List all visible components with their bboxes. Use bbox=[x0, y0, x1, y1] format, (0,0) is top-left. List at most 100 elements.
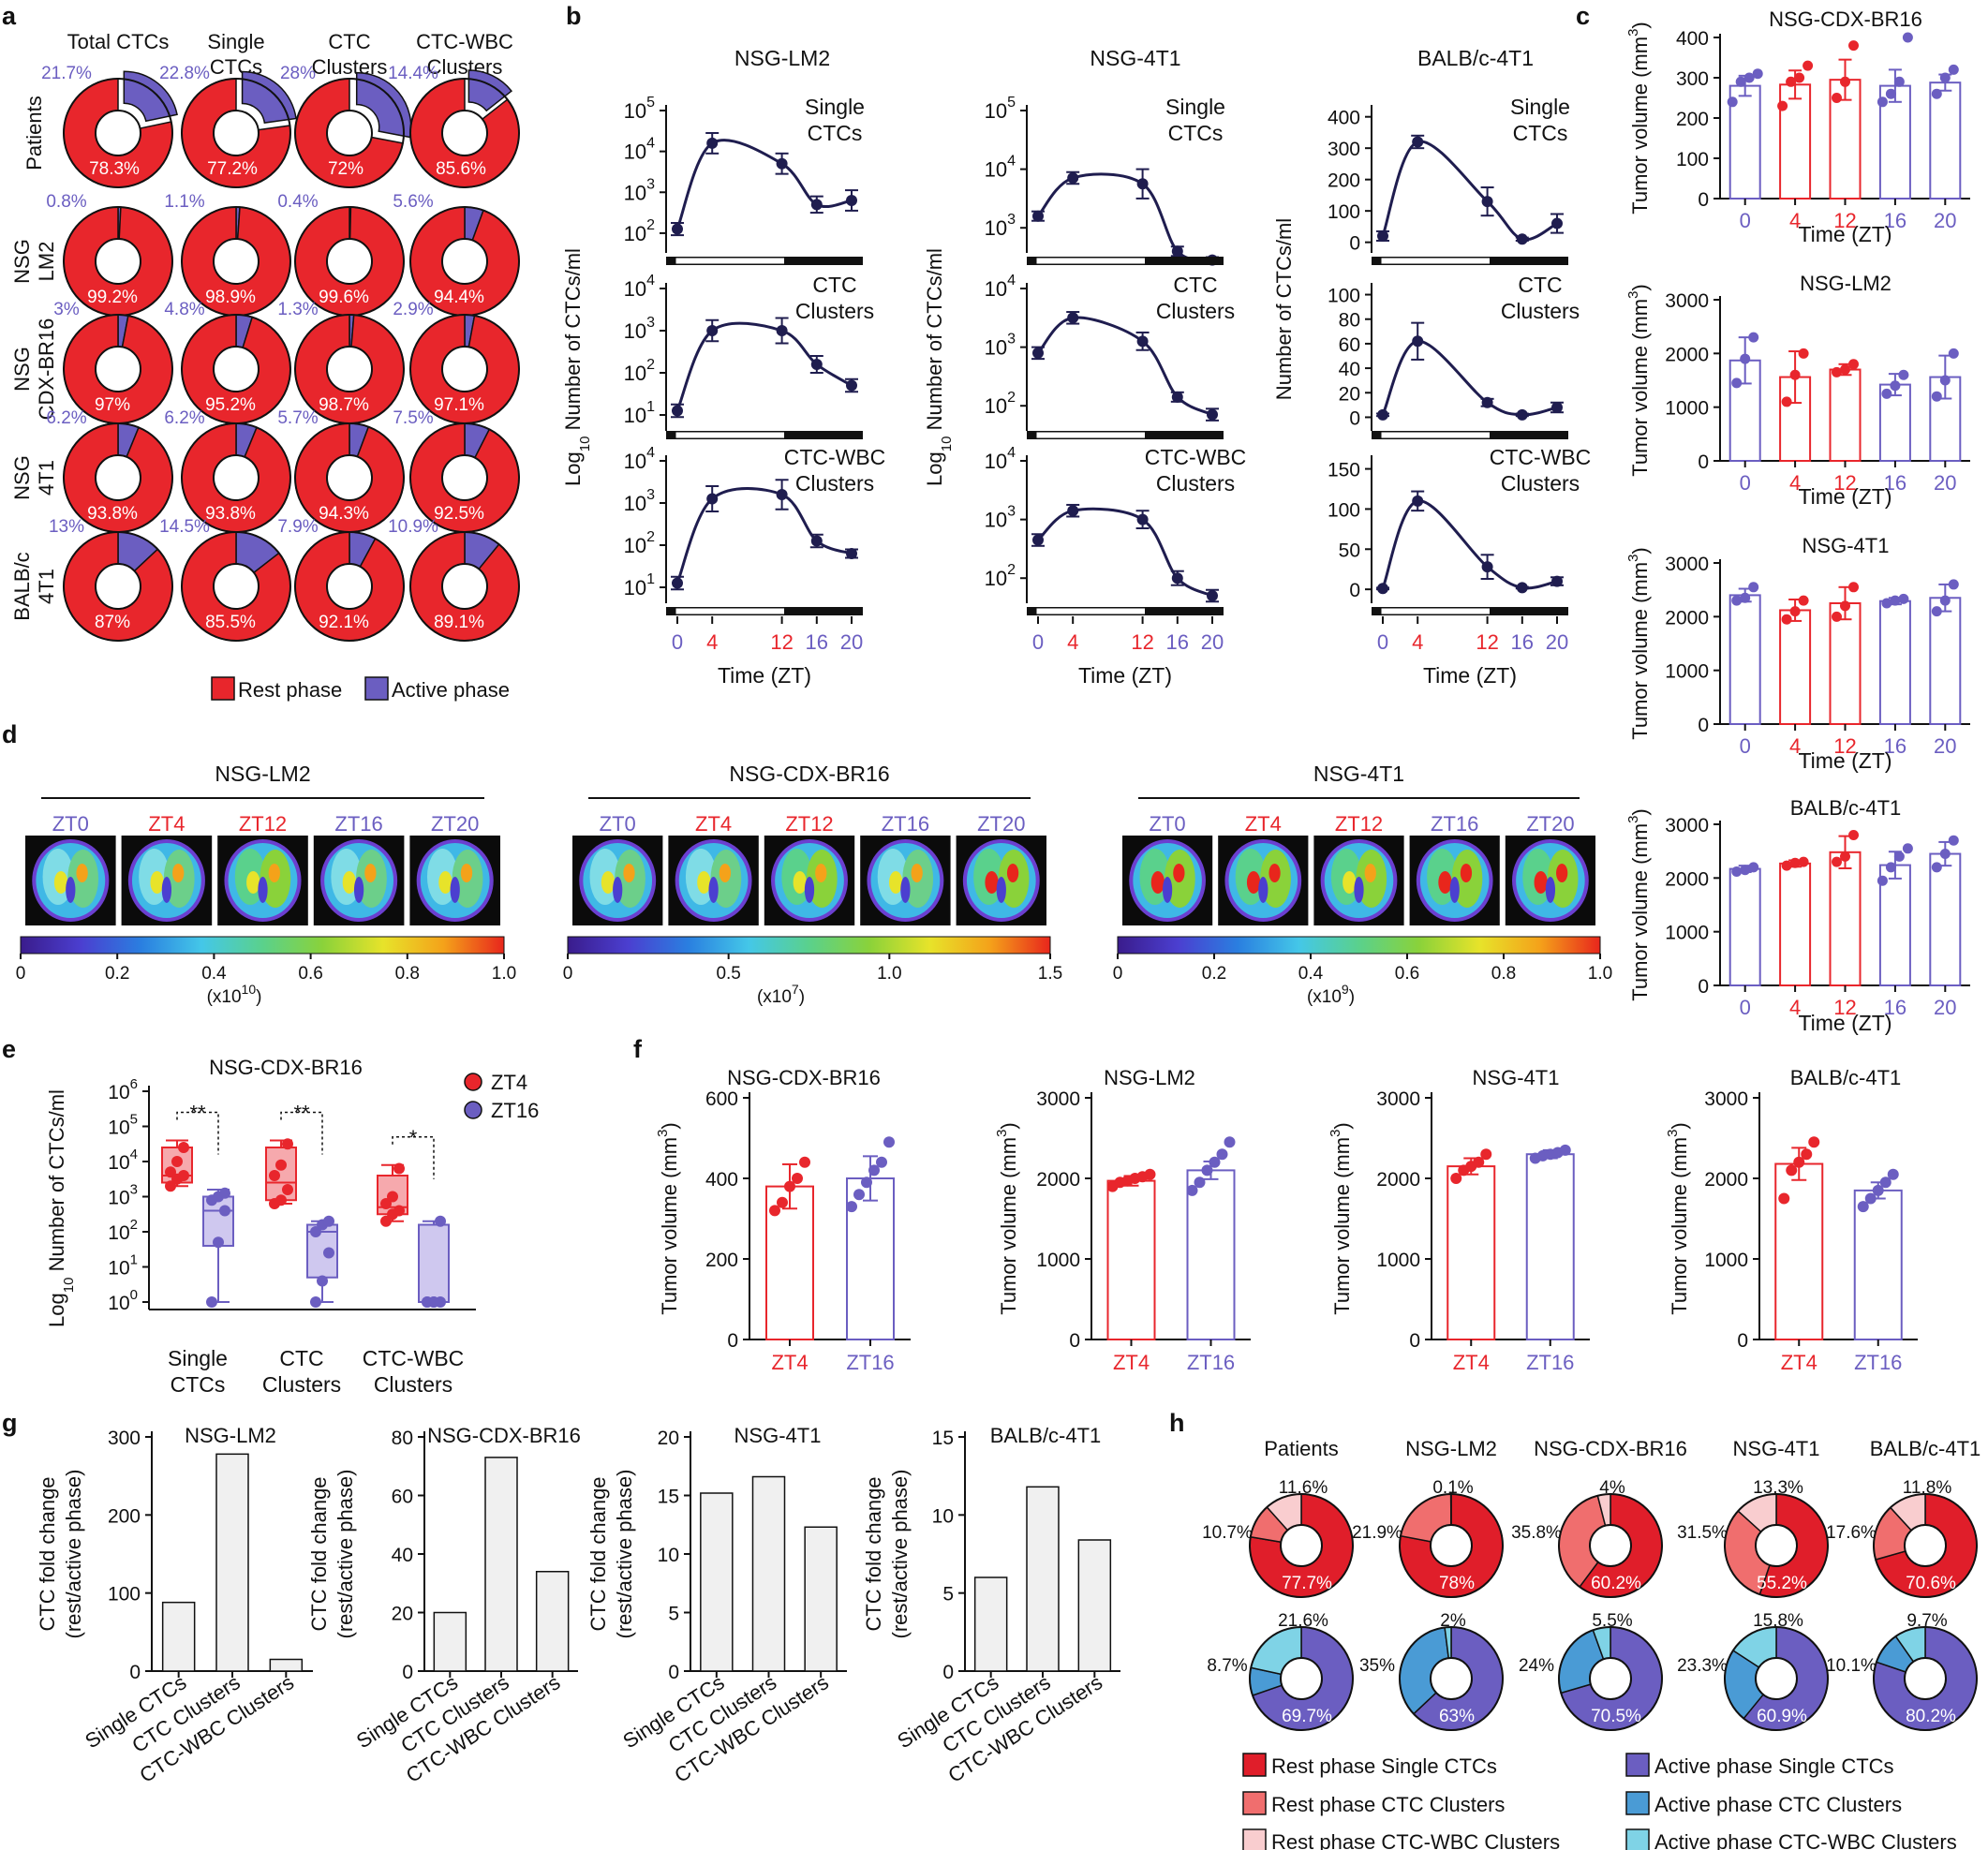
y-tick-label: 20 bbox=[1339, 383, 1360, 405]
data-point bbox=[846, 1201, 857, 1213]
x-tick-label: 16 bbox=[1884, 471, 1906, 495]
heatmap-tile bbox=[1409, 836, 1500, 925]
tick-exp: 1 bbox=[646, 571, 655, 587]
y-tick-label: 1000 bbox=[1665, 661, 1709, 683]
y-tick-label: 101 bbox=[624, 571, 655, 599]
data-point bbox=[1067, 312, 1079, 324]
tick-base: 10 bbox=[624, 319, 646, 343]
x-tick-label: ZT16 bbox=[846, 1351, 894, 1374]
data-point bbox=[219, 1187, 230, 1199]
data-point bbox=[1848, 40, 1859, 52]
column-title: NSG-4T1 bbox=[1090, 46, 1180, 70]
x-tick-label: 12 bbox=[1833, 734, 1856, 758]
data-point bbox=[1939, 849, 1951, 860]
y-tick-label: 60 bbox=[1339, 334, 1360, 356]
data-point bbox=[861, 1177, 872, 1189]
data-point bbox=[1939, 72, 1951, 83]
light-dark-bar bbox=[666, 431, 863, 439]
colorbar-tick-label: 0.4 bbox=[1298, 964, 1324, 984]
active-percent: 3% bbox=[53, 300, 80, 319]
data-point bbox=[1832, 366, 1842, 377]
bar bbox=[1929, 81, 1962, 200]
axis-title: Tumor volume (mm3) bbox=[1625, 808, 1652, 1001]
data-point bbox=[1890, 380, 1901, 392]
axis-title-part: Tumor volume (mm bbox=[997, 1137, 1020, 1315]
chart-title: BALB/c-4T1 bbox=[990, 1424, 1102, 1447]
data-point bbox=[1481, 561, 1493, 573]
data-point bbox=[1777, 100, 1788, 111]
rest-percent: 72% bbox=[328, 159, 363, 179]
zt-label: ZT16 bbox=[882, 812, 929, 836]
tick-exp: 3 bbox=[1007, 212, 1016, 228]
active-percent: 14.4% bbox=[388, 64, 438, 83]
rest-percent: 92.1% bbox=[319, 613, 369, 632]
x-axis-title: Time (ZT) bbox=[1798, 1011, 1892, 1035]
bar bbox=[1929, 597, 1962, 725]
x-tick-label: Clusters bbox=[262, 1372, 341, 1397]
data-point bbox=[1194, 1177, 1206, 1189]
x-tick-label: 4 bbox=[1789, 996, 1801, 1019]
x-axis-title: Time (ZT) bbox=[1078, 663, 1172, 688]
series-label: Clusters bbox=[1156, 299, 1235, 323]
wbc-percent: 2% bbox=[1440, 1611, 1466, 1631]
axis-title: Number of CTCs/ml bbox=[1272, 218, 1296, 400]
data-point bbox=[1731, 377, 1743, 389]
active-percent: 0.4% bbox=[277, 192, 318, 212]
data-point bbox=[310, 1226, 321, 1237]
active-percent: 22.8% bbox=[159, 64, 210, 83]
axis-title-part: Log bbox=[923, 451, 946, 486]
active-donut: 63% 35% 2% bbox=[1359, 1611, 1504, 1731]
x-tick-label: 4 bbox=[1789, 734, 1801, 758]
x-axis-title: Time (ZT) bbox=[1798, 748, 1892, 773]
y-tick-label: 5 bbox=[942, 1584, 954, 1606]
donut-chart: 92.5% 7.5% bbox=[393, 408, 520, 533]
series-label: CTC-WBC bbox=[1490, 445, 1592, 469]
hot-spot bbox=[815, 864, 827, 882]
chart-title: NSG-CDX-BR16 bbox=[727, 1066, 881, 1089]
data-point bbox=[1377, 408, 1388, 421]
wbc-percent: 21.6% bbox=[1278, 1611, 1328, 1631]
single-percent: 63% bbox=[1439, 1707, 1475, 1726]
y-tick-label: 105 bbox=[624, 95, 655, 123]
donut-hole bbox=[95, 454, 141, 501]
heatmap-tile bbox=[1313, 836, 1404, 925]
tick-exp: 5 bbox=[1007, 95, 1016, 111]
y-tick-label: 103 bbox=[985, 332, 1016, 360]
donut-chart: 95.2% 4.8% bbox=[164, 300, 291, 424]
data-point bbox=[1727, 96, 1738, 108]
axis-title: (rest/active phase) bbox=[888, 1470, 912, 1639]
donut-hole bbox=[326, 563, 373, 610]
data-point bbox=[393, 1162, 405, 1175]
tick-exp: 3 bbox=[646, 487, 655, 503]
data-point bbox=[1781, 614, 1792, 625]
data-point bbox=[1067, 505, 1079, 517]
active-percent: 0.8% bbox=[46, 192, 86, 212]
data-point bbox=[776, 157, 788, 170]
data-point bbox=[776, 325, 788, 336]
y-tick-label: 100 bbox=[1676, 149, 1709, 170]
heatmap-group: NSG-4T1 ZT0 ZT4 ZT12 ZT16 ZT20 0 0.2 0.4 0.6 0.8 1.… bbox=[1113, 762, 1613, 1007]
axis-title-part: 3 bbox=[1328, 1130, 1343, 1137]
bar bbox=[1829, 602, 1862, 725]
donut-outline bbox=[1249, 1493, 1354, 1598]
axis-title-part: (rest/active phase) bbox=[334, 1470, 357, 1639]
y-tick-label: 100 bbox=[1328, 499, 1360, 521]
data-point bbox=[1778, 1192, 1790, 1205]
rest-percent: 99.6% bbox=[319, 288, 369, 307]
single-percent: 70.6% bbox=[1906, 1574, 1956, 1593]
column-header: CTC-WBC bbox=[416, 30, 513, 53]
tick-exp: 1 bbox=[646, 399, 655, 415]
hot-spot bbox=[1556, 864, 1568, 882]
y-tick-label: 103 bbox=[985, 212, 1016, 240]
y-tick-label: 104 bbox=[624, 273, 655, 301]
axis-title: (rest/active phase) bbox=[334, 1470, 357, 1639]
row-label: Patients bbox=[22, 96, 46, 170]
donut-chart: 85.6% 14.4% bbox=[388, 64, 520, 188]
data-point bbox=[1032, 210, 1044, 222]
axis-title-part: Tumor volume (mm bbox=[658, 1137, 681, 1315]
rest-percent: 95.2% bbox=[205, 395, 256, 415]
data-point bbox=[1412, 495, 1424, 507]
scale-base: (x10 bbox=[1307, 987, 1342, 1007]
data-point bbox=[1781, 396, 1792, 407]
